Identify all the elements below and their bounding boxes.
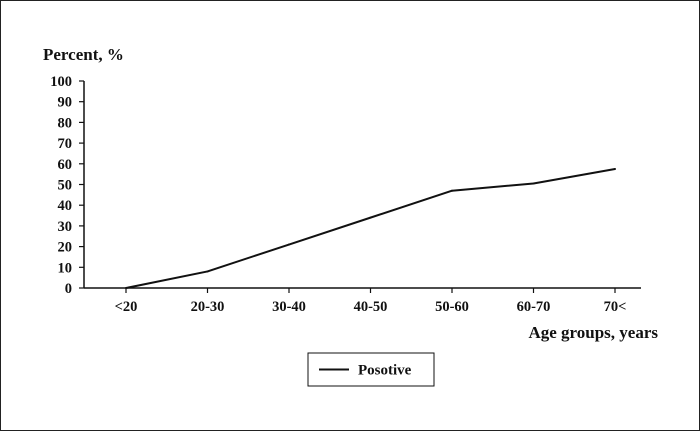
axes bbox=[83, 81, 641, 289]
x-tick-label: 30-40 bbox=[272, 299, 306, 315]
y-tick-label: 10 bbox=[58, 260, 73, 276]
data-point bbox=[206, 270, 209, 273]
x-ticks: <20 20-30 30-40 40-50 50-60 60-70 70< bbox=[115, 288, 627, 315]
data-point bbox=[288, 243, 290, 246]
x-tick-label: 70< bbox=[604, 299, 627, 315]
y-tick-label: 100 bbox=[50, 74, 72, 90]
y-tick-label: 20 bbox=[58, 240, 73, 256]
y-tick-label: 60 bbox=[58, 157, 73, 173]
data-point bbox=[125, 287, 127, 289]
x-tick-label: 40-50 bbox=[354, 299, 388, 315]
y-tick-label: 70 bbox=[58, 136, 73, 152]
x-tick-label: <20 bbox=[115, 299, 138, 315]
x-tick-label: 50-60 bbox=[435, 299, 469, 315]
legend: Posotive bbox=[307, 352, 435, 387]
y-tick-label: 0 bbox=[65, 281, 72, 297]
data-point bbox=[614, 167, 616, 170]
x-tick-label: 60-70 bbox=[517, 299, 551, 315]
data-point bbox=[369, 216, 372, 219]
y-tick-label: 50 bbox=[58, 178, 73, 194]
y-ticks: 0 10 20 30 40 50 60 70 80 90 100 bbox=[50, 74, 84, 297]
x-tick-label: 20-30 bbox=[191, 299, 225, 315]
data-point bbox=[451, 189, 453, 192]
legend-label: Posotive bbox=[358, 363, 412, 379]
series-group bbox=[125, 167, 616, 289]
y-tick-label: 80 bbox=[58, 115, 73, 131]
y-tick-label: 30 bbox=[58, 219, 73, 235]
data-point bbox=[532, 182, 535, 185]
series-line bbox=[125, 167, 616, 289]
y-tick-label: 40 bbox=[58, 198, 73, 214]
x-axis-label: Age groups, years bbox=[528, 323, 658, 342]
y-tick-label: 90 bbox=[58, 95, 73, 111]
y-axis-label: Percent, % bbox=[43, 45, 124, 64]
